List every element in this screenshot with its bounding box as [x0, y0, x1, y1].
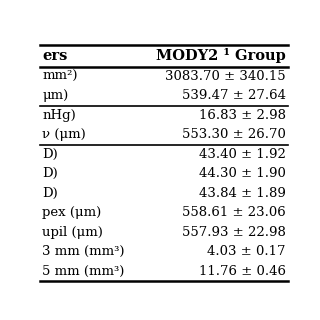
Text: D): D) — [43, 187, 58, 200]
Text: 43.84 ± 1.89: 43.84 ± 1.89 — [199, 187, 285, 200]
Text: 553.30 ± 26.70: 553.30 ± 26.70 — [182, 128, 285, 141]
Text: 4.03 ± 0.17: 4.03 ± 0.17 — [207, 245, 285, 258]
Text: D): D) — [43, 167, 58, 180]
Text: D): D) — [43, 148, 58, 161]
Text: ν (μm): ν (μm) — [43, 128, 86, 141]
Text: 43.40 ± 1.92: 43.40 ± 1.92 — [199, 148, 285, 161]
Text: 44.30 ± 1.90: 44.30 ± 1.90 — [199, 167, 285, 180]
Text: μm): μm) — [43, 89, 69, 102]
Text: 11.76 ± 0.46: 11.76 ± 0.46 — [198, 265, 285, 278]
Text: 539.47 ± 27.64: 539.47 ± 27.64 — [181, 89, 285, 102]
Text: upil (μm): upil (μm) — [43, 226, 103, 239]
Text: ers: ers — [43, 49, 68, 63]
Text: 557.93 ± 22.98: 557.93 ± 22.98 — [182, 226, 285, 239]
Text: mm²): mm²) — [43, 70, 78, 83]
Text: pex (μm): pex (μm) — [43, 206, 102, 219]
Text: nHg): nHg) — [43, 109, 76, 122]
Text: 5 mm (mm³): 5 mm (mm³) — [43, 265, 125, 278]
Text: 3 mm (mm³): 3 mm (mm³) — [43, 245, 125, 258]
Text: 16.83 ± 2.98: 16.83 ± 2.98 — [198, 109, 285, 122]
Text: MODY2 ¹ Group: MODY2 ¹ Group — [156, 48, 285, 63]
Text: 3083.70 ± 340.15: 3083.70 ± 340.15 — [165, 70, 285, 83]
Text: 558.61 ± 23.06: 558.61 ± 23.06 — [182, 206, 285, 219]
